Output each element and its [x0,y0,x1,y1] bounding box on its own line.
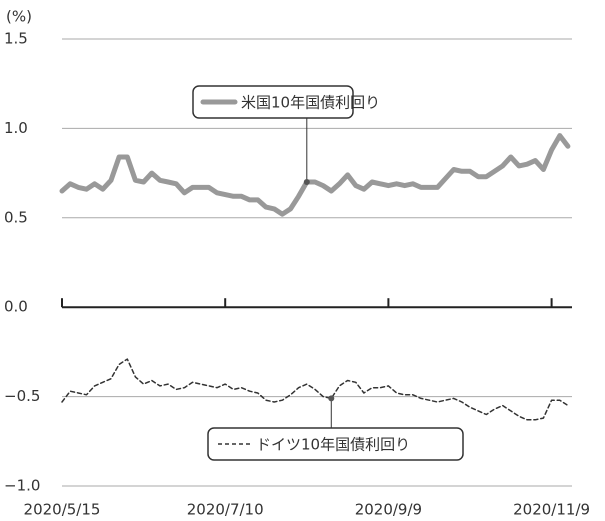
y-tick-label: 0.0 [4,298,28,316]
y-tick-label: −0.5 [4,387,40,405]
y-tick-label: 0.5 [4,208,28,226]
x-tick-label: 2020/5/15 [24,501,101,519]
y-axis-label: (%) [6,8,32,26]
legend-box [192,85,354,119]
x-tick-label: 2020/11/9 [513,501,590,519]
legend-label: 米国10年国債利回り [241,94,380,112]
x-tick-label: 2020/7/10 [187,501,264,519]
y-tick-label: 1.5 [4,30,28,48]
x-tick-label: 2020/9/9 [355,501,422,519]
series-line [61,358,569,421]
legend-box [207,427,464,461]
callout-dot [303,179,310,186]
callout-dot [328,395,335,402]
y-tick-label: 1.0 [4,119,28,137]
y-tick-label: −1.0 [4,477,40,495]
legend-label: ドイツ10年国債利回り [256,436,410,454]
series-line [59,133,571,217]
